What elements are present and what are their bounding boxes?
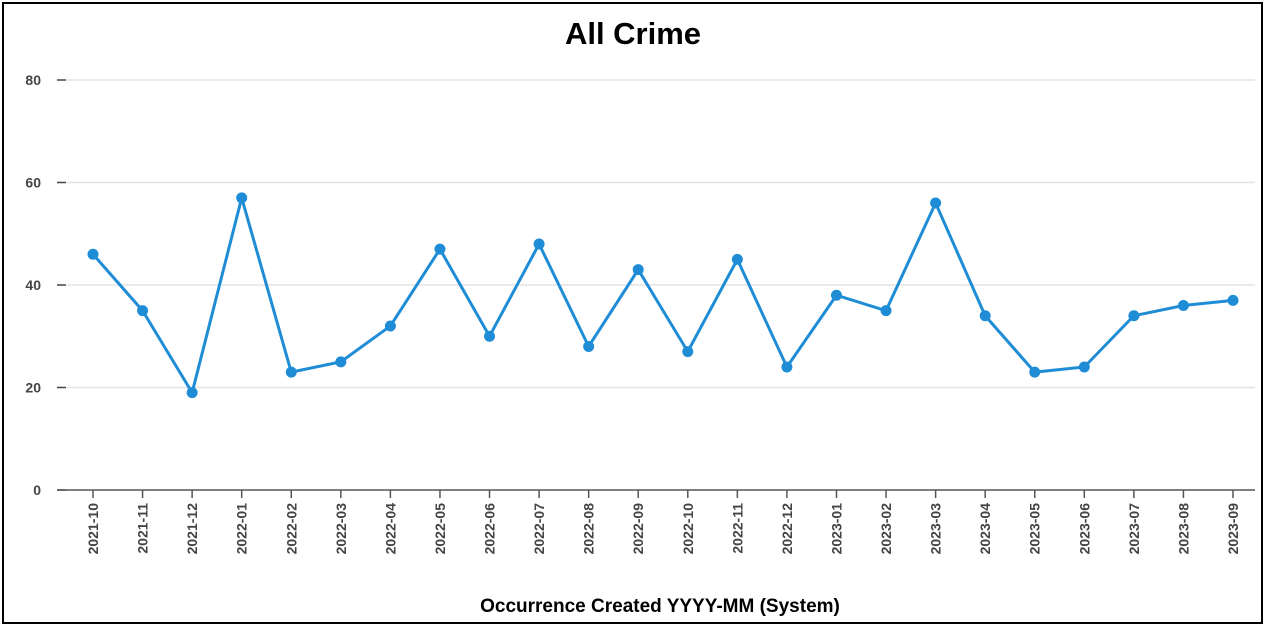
data-point[interactable]	[880, 305, 892, 317]
data-point[interactable]	[87, 248, 99, 260]
x-tick-label: 2022-07	[531, 503, 547, 555]
data-point[interactable]	[236, 192, 248, 204]
y-tick-label: 20	[25, 380, 41, 396]
x-tick-label: 2023-05	[1027, 503, 1043, 555]
x-tick-label: 2023-07	[1126, 503, 1142, 555]
y-tick-label: 80	[25, 72, 41, 88]
x-tick-label: 2023-09	[1225, 503, 1241, 555]
x-tick-label: 2021-10	[85, 503, 101, 555]
x-axis-label: Occurrence Created YYYY-MM (System)	[480, 596, 840, 617]
x-tick-label: 2023-06	[1076, 503, 1092, 555]
data-point[interactable]	[186, 387, 198, 399]
x-tick-label: 2022-10	[680, 503, 696, 555]
data-point[interactable]	[1177, 300, 1189, 311]
y-axis: 0 20 40 60 80	[25, 72, 66, 498]
data-point[interactable]	[979, 310, 991, 322]
data-point[interactable]	[384, 320, 396, 332]
data-point[interactable]	[1029, 366, 1041, 378]
y-tick-label: 0	[33, 482, 41, 498]
data-point[interactable]	[434, 243, 446, 255]
x-tick-label: 2022-12	[779, 503, 795, 555]
data-point[interactable]	[830, 289, 842, 301]
x-tick-label: 2021-12	[184, 503, 200, 555]
x-tick-label: 2023-04	[977, 503, 993, 555]
x-tick-label: 2022-02	[283, 503, 299, 555]
x-tick-label: 2022-04	[382, 503, 398, 555]
data-point[interactable]	[533, 238, 545, 250]
data-point[interactable]	[583, 341, 595, 352]
data-point[interactable]	[1227, 294, 1239, 306]
x-tick-label: 2022-06	[482, 503, 498, 555]
data-point[interactable]	[285, 366, 297, 378]
grid	[67, 79, 1255, 389]
data-point[interactable]	[930, 197, 942, 209]
x-tick-label: 2022-08	[581, 503, 597, 555]
y-tick-label: 60	[25, 175, 41, 191]
data-point[interactable]	[731, 253, 743, 265]
x-tick-label: 2022-11	[729, 503, 745, 554]
x-tick-label: 2023-01	[828, 503, 844, 555]
data-point[interactable]	[682, 346, 694, 358]
data-point[interactable]	[1078, 361, 1090, 373]
data-point[interactable]	[1128, 310, 1140, 322]
chart-title: All Crime	[565, 16, 701, 51]
x-tick-label: 2021-11	[135, 503, 151, 554]
data-point[interactable]	[484, 330, 496, 342]
x-tick-label: 2023-02	[878, 503, 894, 555]
x-tick-label: 2022-03	[333, 503, 349, 555]
x-axis: 2021-10 2021-11 2021-12 2022-01 2022-02 2022-…	[57, 489, 1255, 555]
data-point[interactable]	[781, 361, 793, 373]
y-tick-label: 40	[25, 277, 41, 293]
x-tick-label: 2022-01	[234, 503, 250, 555]
x-tick-label: 2023-08	[1175, 503, 1191, 555]
data-point[interactable]	[632, 264, 644, 276]
data-point[interactable]	[335, 356, 347, 368]
x-tick-label: 2022-09	[630, 503, 646, 555]
data-point[interactable]	[137, 305, 149, 317]
x-tick-label: 2023-03	[928, 503, 944, 555]
data-points	[87, 192, 1239, 399]
x-tick-label: 2022-05	[432, 503, 448, 555]
series-line	[91, 192, 1234, 397]
